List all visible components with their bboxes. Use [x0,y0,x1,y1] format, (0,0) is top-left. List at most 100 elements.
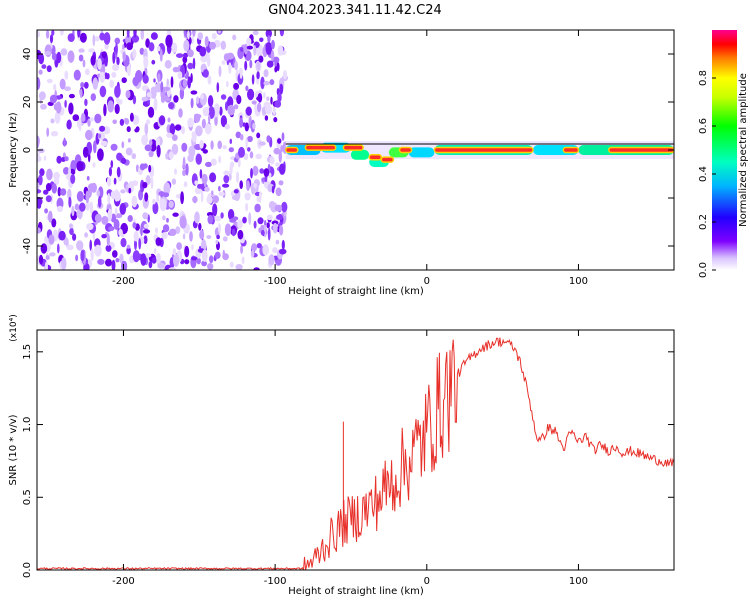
noise-speckle [148,164,152,173]
noise-speckle [207,75,212,85]
noise-speckle [207,263,214,270]
noise-speckle [269,79,275,86]
noise-speckle [259,37,264,43]
noise-speckle [140,253,147,266]
noise-speckle [281,239,285,250]
noise-speckle [272,222,278,234]
noise-speckle [38,69,43,75]
noise-speckle [131,153,137,160]
noise-speckle [57,186,61,197]
noise-speckle [46,127,50,137]
noise-speckle [46,65,52,73]
noise-speckle [127,138,131,143]
noise-speckle [276,214,283,220]
noise-speckle [146,119,151,125]
noise-speckle [68,196,72,208]
noise-speckle [62,167,70,175]
noise-speckle [89,117,94,122]
x-tick-label: 100 [569,276,588,287]
noise-speckle [155,252,161,266]
noise-speckle [86,223,94,231]
noise-speckle [126,246,131,255]
noise-speckle [171,143,179,155]
noise-speckle [246,180,250,192]
noise-speckle [64,99,67,108]
colorbar-tick-label: 0.4 [698,166,709,182]
noise-speckle [251,100,257,105]
noise-speckle [108,226,115,231]
noise-speckle [184,245,190,258]
noise-speckle [99,71,106,83]
noise-speckle [37,136,40,149]
noise-speckle [108,167,112,177]
colorbar: 0.0 0.2 0.4 0.6 0.8 Normalized spectral ampl… [698,30,749,278]
noise-speckle [132,115,140,125]
noise-speckle [49,94,58,104]
noise-speckle [204,36,209,47]
colorbar-ticks: 0.0 0.2 0.4 0.6 0.8 [698,70,716,278]
noise-speckle [97,148,104,161]
noise-speckle [267,227,271,241]
signal-core [608,146,674,154]
noise-speckle [142,181,148,189]
noise-speckle [201,173,208,184]
noise-speckle [37,77,41,90]
noise-speckle [53,171,60,180]
y-tick-label: -40 [22,238,33,254]
noise-speckle [165,34,173,48]
noise-speckle [67,33,75,42]
y-tick-label: -20 [22,190,33,206]
noise-speckle [142,212,149,220]
noise-speckle [279,225,284,236]
noise-speckle [46,78,53,84]
noise-speckle [223,170,230,176]
noise-speckle [257,93,263,103]
x-tick-label: 0 [424,276,430,287]
noise-speckle [158,191,166,196]
noise-speckle [182,79,188,88]
noise-speckle [214,215,222,222]
noise-speckle [107,208,113,222]
noise-speckle [38,53,45,65]
noise-speckle [239,180,243,190]
noise-speckle [281,201,288,213]
noise-speckle [271,220,279,225]
y-tick-label: 20 [22,96,33,109]
noise-speckle [263,81,270,86]
noise-speckle [45,255,50,260]
noise-speckle [216,234,220,240]
noise-speckle [169,228,177,236]
noise-speckle [67,50,75,63]
noise-speckle [132,76,139,87]
noise-speckle [194,211,200,224]
noise-speckle [115,191,121,202]
noise-speckle [191,36,194,45]
noise-speckle [121,260,128,270]
noise-speckle [132,222,137,229]
noise-speckle [90,55,96,66]
noise-speckle [244,192,251,200]
noise-speckle [39,95,42,105]
noise-speckle [48,210,53,223]
noise-speckle [112,64,120,71]
noise-speckle [168,200,174,208]
noise-speckle [270,49,275,62]
spectrogram-xlabel: Height of straight line (km) [288,286,424,297]
noise-speckle [63,137,66,147]
noise-speckle [245,136,248,150]
noise-speckle [209,255,214,264]
noise-speckle [267,35,271,43]
noise-speckle [37,182,40,190]
noise-speckle [68,102,74,115]
noise-speckle [214,251,221,259]
noise-speckle [245,85,249,92]
noise-speckle [229,138,233,144]
noise-speckle [243,43,248,55]
noise-speckle [37,30,40,38]
noise-speckle [142,74,149,84]
noise-speckle [92,162,96,168]
noise-speckle [106,73,110,80]
noise-speckle [92,77,99,90]
snr-xlabel: Height of straight line (km) [288,586,424,597]
